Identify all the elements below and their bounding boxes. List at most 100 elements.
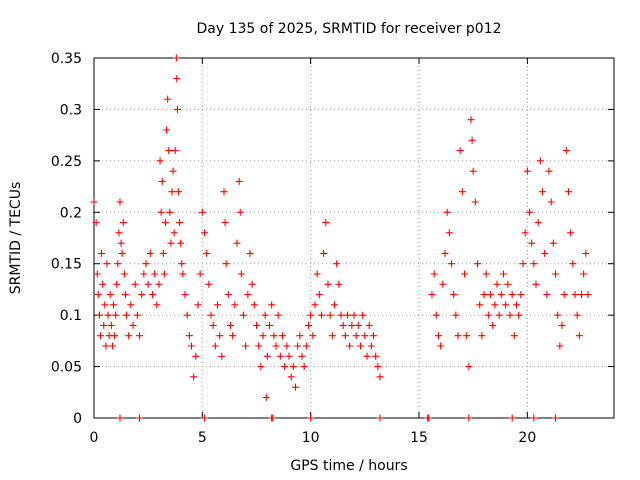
data-point: [307, 311, 315, 319]
data-point: [151, 270, 159, 278]
data-point: [214, 301, 221, 309]
data-point: [203, 249, 211, 257]
data-point: [162, 219, 169, 227]
data-point: [173, 75, 181, 83]
data-point: [253, 321, 260, 329]
data-point: [159, 249, 167, 257]
data-point: [296, 332, 304, 340]
data-point: [480, 291, 488, 299]
y-tick-label: 0.25: [51, 154, 82, 170]
data-point: [138, 291, 146, 299]
data-point: [547, 198, 555, 206]
x-tick-label: 5: [198, 430, 207, 446]
data-point: [287, 373, 295, 381]
data-point: [517, 291, 525, 299]
data-point: [118, 249, 126, 257]
data-point: [227, 321, 234, 329]
data-point: [476, 301, 484, 309]
data-point: [528, 239, 536, 247]
zero-data-point: [376, 414, 384, 422]
data-point: [100, 321, 108, 329]
data-point: [112, 311, 120, 319]
data-point: [222, 260, 230, 268]
data-point: [220, 188, 228, 196]
data-point: [102, 342, 110, 350]
chart-title: Day 135 of 2025, SRMTID for receiver p01…: [196, 21, 501, 37]
y-tick-label: 0.15: [51, 257, 82, 273]
data-point: [562, 147, 570, 155]
data-point: [114, 260, 122, 268]
data-point: [235, 177, 243, 185]
y-axis-label: SRMTID / TECUs: [8, 182, 24, 295]
data-point: [322, 219, 330, 227]
data-point: [523, 167, 531, 175]
data-point: [158, 177, 166, 185]
data-point: [300, 363, 308, 371]
data-point: [240, 311, 247, 319]
data-point: [534, 219, 542, 227]
data-point: [172, 54, 180, 62]
data-point: [352, 332, 360, 340]
data-point: [569, 260, 577, 268]
data-point: [110, 301, 117, 309]
data-point: [272, 342, 280, 350]
data-point: [281, 363, 289, 371]
data-point: [103, 260, 111, 268]
data-point: [437, 342, 445, 350]
data-point: [292, 383, 299, 391]
x-tick-label: 10: [302, 430, 320, 446]
data-point: [95, 311, 103, 319]
data-point: [456, 147, 464, 155]
data-point: [153, 301, 161, 309]
data-point: [192, 352, 200, 360]
data-point: [541, 249, 549, 257]
data-point: [120, 270, 128, 278]
data-point: [178, 260, 186, 268]
data-point: [469, 167, 477, 175]
data-point: [146, 249, 154, 257]
data-point: [107, 321, 115, 329]
data-point: [149, 291, 156, 299]
data-point: [311, 301, 319, 309]
data-point: [113, 280, 121, 288]
data-point: [136, 332, 143, 340]
data-point: [171, 147, 179, 155]
data-point: [99, 280, 107, 288]
data-point: [170, 229, 178, 237]
data-point: [549, 239, 557, 247]
data-point: [324, 280, 332, 288]
data-point: [495, 311, 503, 319]
zero-data-point: [530, 414, 538, 422]
data-point: [372, 352, 380, 360]
data-point: [575, 332, 583, 340]
data-point: [354, 321, 362, 329]
data-point: [255, 342, 263, 350]
data-point: [584, 291, 592, 299]
data-point: [448, 260, 455, 268]
data-point: [155, 280, 163, 288]
data-point: [454, 332, 462, 340]
data-point: [94, 291, 102, 299]
data-point: [515, 311, 523, 319]
data-point: [236, 208, 244, 216]
data-point: [274, 311, 282, 319]
data-point: [471, 198, 479, 206]
data-point: [160, 270, 168, 278]
data-point: [119, 219, 127, 227]
data-point: [315, 291, 323, 299]
data-point: [504, 280, 512, 288]
data-point: [536, 157, 544, 165]
data-point: [205, 280, 213, 288]
data-point: [121, 291, 129, 299]
data-point: [331, 301, 338, 309]
data-point: [519, 260, 527, 268]
data-point: [320, 249, 328, 257]
data-point: [565, 188, 572, 196]
data-point: [510, 332, 518, 340]
data-point: [169, 167, 177, 175]
x-tick-label: 20: [518, 430, 536, 446]
data-point: [367, 342, 375, 350]
data-point: [233, 239, 241, 247]
data-point: [350, 311, 358, 319]
